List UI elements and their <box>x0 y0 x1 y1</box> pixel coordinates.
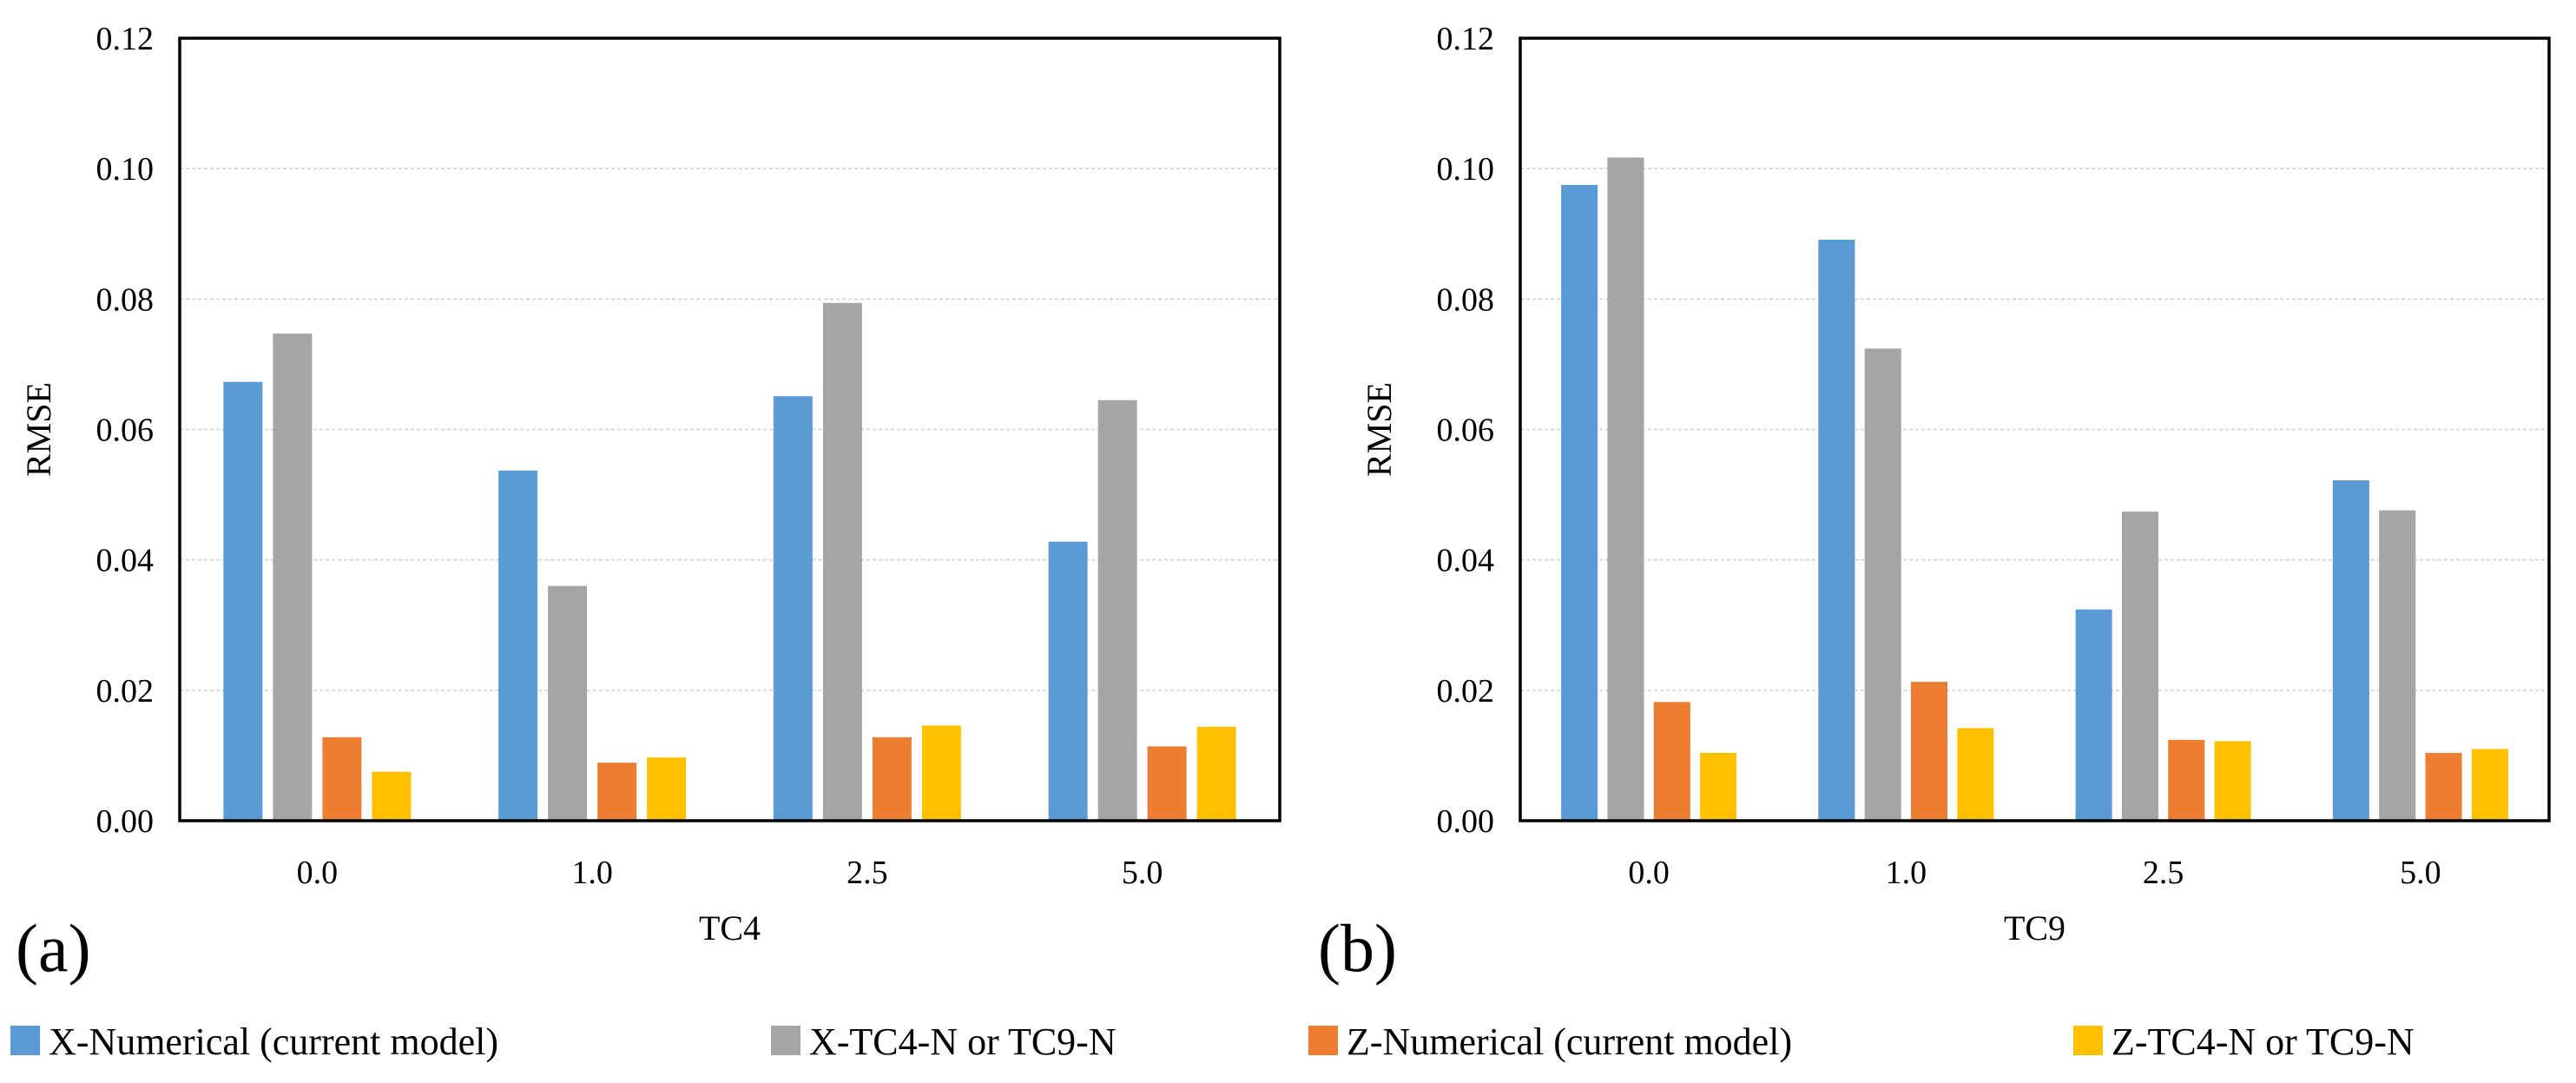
bar-1-1.0 <box>498 470 538 821</box>
x-axis-title: TC9 <box>2004 908 2065 948</box>
x-tick-label: 1.0 <box>571 855 613 891</box>
bar-1-1.0 <box>1818 240 1855 821</box>
y-tick-label: 0.10 <box>1437 151 1495 188</box>
y-axis-title: RMSE <box>1360 382 1399 477</box>
y-tick-label: 0.10 <box>96 151 155 188</box>
y-tick-label: 0.08 <box>96 281 155 318</box>
y-axis-title: RMSE <box>19 382 58 477</box>
bar-2-1.0 <box>548 585 588 821</box>
bar-3-5.0 <box>1147 746 1187 821</box>
bar-3-2.5 <box>872 736 912 821</box>
bar-1-0.0 <box>1561 184 1598 821</box>
bar-3-5.0 <box>2425 752 2462 821</box>
x-tick-label: 5.0 <box>1122 855 1163 891</box>
chart-panel-a: 0.00 0.02 0.04 0.06 0.08 0.10 0.12 0.0 1.0 2.5 5.0… <box>19 21 1281 948</box>
y-tick-label: 0.00 <box>96 803 155 840</box>
legend-label-2: X-TC4-N or TC9-N <box>809 1020 1117 1063</box>
y-tick-label: 0.08 <box>1437 281 1495 318</box>
bar-1-5.0 <box>1048 541 1088 821</box>
bar-2-5.0 <box>1097 400 1137 821</box>
x-tick-label: 0.0 <box>297 855 339 891</box>
x-tick-label: 1.0 <box>1886 855 1927 891</box>
bar-2-5.0 <box>2379 510 2416 821</box>
bar-4-1.0 <box>1957 728 1994 821</box>
bar-3-2.5 <box>2168 739 2205 821</box>
y-tick-label: 0.06 <box>96 413 155 449</box>
bar-2-2.5 <box>822 302 862 821</box>
chart-panel-b: 0.00 0.02 0.04 0.06 0.08 0.10 0.12 0.0 1.0 2.5 5.0… <box>1360 21 2551 948</box>
bar-2-0.0 <box>273 333 313 821</box>
bar-1-0.0 <box>223 381 263 821</box>
y-tick-label: 0.02 <box>96 673 155 710</box>
panel-label-a: (a) <box>16 910 91 986</box>
bar-3-1.0 <box>1911 682 1948 821</box>
y-tick-label: 0.04 <box>96 543 155 579</box>
plot-frame <box>178 36 1281 822</box>
y-tick-label: 0.06 <box>1437 413 1495 449</box>
bar-1-5.0 <box>2332 480 2369 821</box>
bar-4-0.0 <box>1700 752 1737 821</box>
x-tick-label: 2.5 <box>2143 855 2184 891</box>
bar-3-0.0 <box>1653 702 1690 821</box>
y-tick-label: 0.02 <box>1437 673 1495 710</box>
x-tick-label: 0.0 <box>1628 855 1670 891</box>
bar-2-0.0 <box>1607 157 1644 822</box>
legend-label-4: Z-TC4-N or TC9-N <box>2112 1020 2415 1063</box>
x-tick-label: 5.0 <box>2400 855 2441 891</box>
legend-swatch-1 <box>10 1026 40 1055</box>
bar-4-5.0 <box>1196 726 1236 821</box>
legend-label-3: Z-Numerical (current model) <box>1347 1020 1792 1063</box>
bar-4-2.5 <box>921 725 961 821</box>
legend-swatch-2 <box>771 1026 800 1055</box>
x-tick-label: 2.5 <box>847 855 888 891</box>
plot-frame <box>1519 36 2551 822</box>
y-tick-label: 0.00 <box>1437 803 1495 840</box>
x-axis-title: TC4 <box>699 908 761 948</box>
legend-swatch-4 <box>2073 1026 2103 1055</box>
bar-3-0.0 <box>322 736 362 821</box>
bar-1-2.5 <box>2075 609 2112 821</box>
bar-1-2.5 <box>773 396 813 821</box>
legend-label-1: X-Numerical (current model) <box>49 1020 498 1063</box>
panel-label-b: (b) <box>1318 910 1397 986</box>
bar-4-1.0 <box>647 757 687 821</box>
bar-3-1.0 <box>597 763 637 821</box>
bar-2-1.0 <box>1864 348 1901 821</box>
bar-4-5.0 <box>2471 749 2508 821</box>
bar-2-2.5 <box>2121 512 2158 821</box>
y-tick-label: 0.04 <box>1437 543 1495 579</box>
y-tick-label: 0.12 <box>96 21 155 57</box>
y-tick-label: 0.12 <box>1437 21 1495 57</box>
legend: X-Numerical (current model) X-TC4-N or TC… <box>10 1020 2415 1063</box>
bar-4-0.0 <box>372 771 412 821</box>
bar-4-2.5 <box>2214 741 2251 821</box>
legend-swatch-3 <box>1308 1026 1338 1055</box>
